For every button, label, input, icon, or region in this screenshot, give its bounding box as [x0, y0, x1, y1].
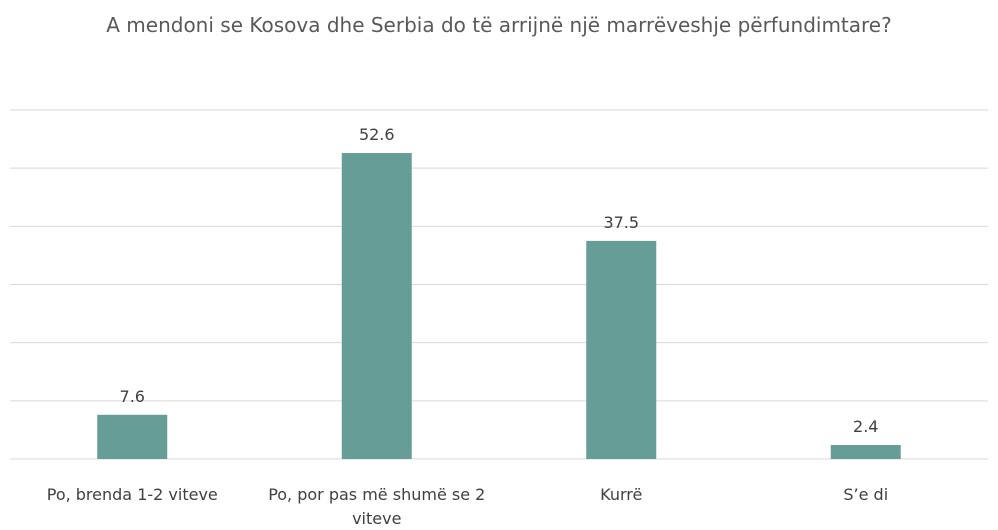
bar	[586, 240, 657, 459]
x-tick-label: Kurrë	[600, 485, 642, 504]
bar	[97, 414, 168, 459]
data-label: 52.6	[359, 125, 395, 144]
bar	[341, 153, 412, 459]
data-label: 2.4	[853, 417, 878, 436]
data-label: 7.6	[120, 387, 145, 406]
x-tick-label: Po, brenda 1-2 viteve	[47, 485, 218, 504]
data-label: 37.5	[603, 213, 639, 232]
chart-title: A mendoni se Kosova dhe Serbia do të arr…	[106, 13, 891, 37]
bar	[830, 445, 901, 459]
x-tick-label: Po, por pas më shumë se 2 viteve	[268, 485, 485, 528]
x-tick-label: S’e di	[843, 485, 888, 504]
